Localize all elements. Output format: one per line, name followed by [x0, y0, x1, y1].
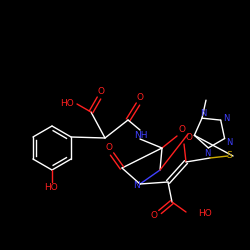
Text: O: O — [150, 212, 158, 220]
Text: O: O — [136, 94, 143, 102]
Text: O: O — [178, 126, 186, 134]
Text: N: N — [134, 180, 140, 190]
Text: HO: HO — [198, 210, 212, 218]
Text: O: O — [98, 88, 104, 96]
Text: N: N — [204, 150, 210, 158]
Text: NH: NH — [134, 130, 148, 140]
Text: O: O — [106, 144, 112, 152]
Text: N: N — [200, 109, 206, 118]
Text: O: O — [186, 134, 192, 142]
Text: N: N — [224, 114, 230, 122]
Text: S: S — [226, 150, 232, 160]
Text: HO: HO — [44, 184, 58, 192]
Text: N: N — [226, 138, 233, 147]
Text: HO: HO — [60, 98, 74, 108]
